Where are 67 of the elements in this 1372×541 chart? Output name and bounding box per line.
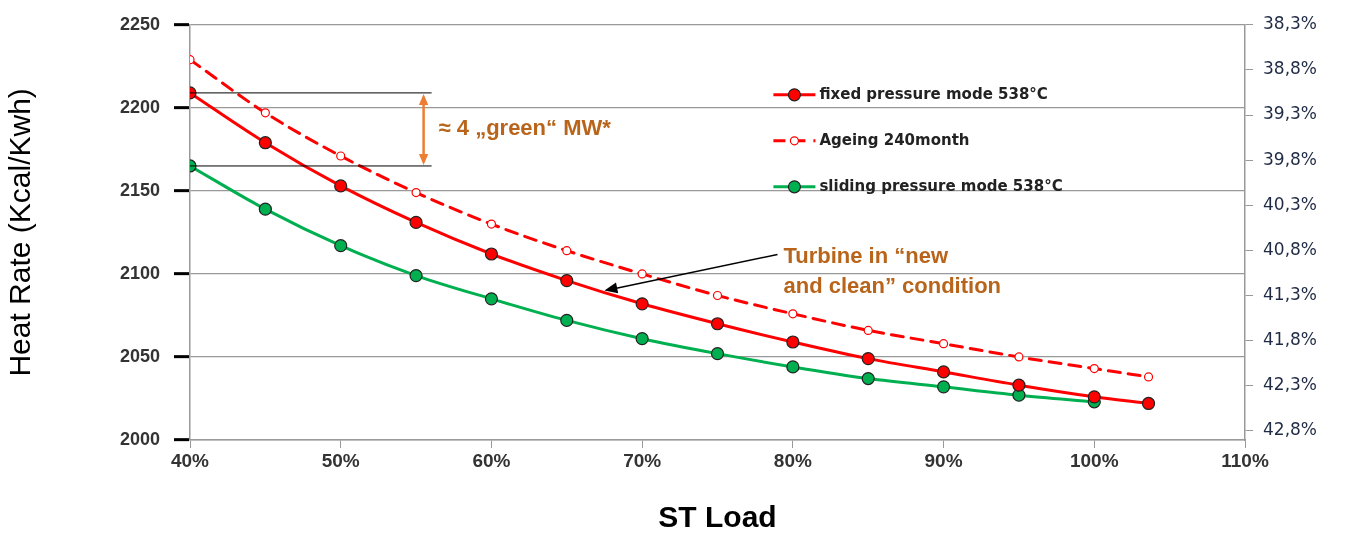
point — [635, 297, 649, 311]
point — [334, 179, 348, 193]
point — [562, 246, 572, 256]
x-tick-label: 80% — [773, 449, 812, 471]
point — [1014, 352, 1024, 362]
x-tick-label: 110% — [1221, 449, 1269, 471]
y2-tick-label: 39,8% — [1263, 148, 1318, 169]
x-tick-label: 90% — [924, 449, 963, 471]
point — [861, 371, 875, 386]
point — [486, 219, 497, 229]
x-axis-title: ST Load — [658, 500, 777, 534]
point — [411, 187, 421, 198]
point — [1089, 363, 1099, 374]
point — [863, 325, 873, 335]
point — [1087, 390, 1101, 404]
y-tick-label: 2100 — [119, 262, 160, 283]
point — [786, 335, 800, 349]
y2-tick-label: 40,8% — [1263, 238, 1318, 259]
ref-line-label: ≈ 4 „green“ MW* — [438, 115, 612, 141]
x-tick-label: 100% — [1069, 449, 1119, 471]
y2-tick-label: 42,8% — [1263, 419, 1318, 440]
legend-label: fixed pressure mode 538°C — [819, 84, 1048, 103]
point — [712, 290, 723, 301]
y2-tick-label: 40,3% — [1263, 193, 1318, 214]
point — [1143, 372, 1154, 382]
point — [936, 365, 951, 379]
y-tick-label: 2200 — [119, 96, 160, 117]
point — [258, 202, 272, 216]
x-tick-label: 50% — [321, 449, 360, 471]
legend-label: Ageing 240month — [819, 130, 970, 149]
point — [560, 273, 574, 288]
point — [334, 239, 348, 253]
x-tick-label: 70% — [623, 449, 662, 471]
x-tick-label: 40% — [170, 449, 210, 471]
point — [786, 360, 800, 374]
point — [938, 339, 949, 349]
y-tick-label: 2000 — [119, 428, 160, 449]
point — [484, 247, 499, 261]
point — [336, 151, 346, 161]
point — [637, 269, 647, 279]
point — [484, 292, 499, 306]
y-axis-title: Heat Rate (Kcal/Kwh) — [3, 88, 37, 377]
annotation: Turbine in “new and clean” condition — [783, 242, 1002, 298]
y2-tick-label: 41,3% — [1263, 284, 1318, 304]
point — [409, 215, 423, 230]
y-tick-label: 2050 — [119, 345, 160, 366]
point — [409, 268, 423, 283]
point — [710, 347, 725, 361]
point — [560, 313, 574, 328]
point — [861, 352, 875, 366]
legend-label: sliding pressure mode 538°C — [819, 176, 1063, 195]
y2-tick-label: 42,3% — [1263, 374, 1318, 395]
point — [936, 380, 951, 394]
y2-tick-label: 39,3% — [1263, 103, 1318, 124]
y-tick-label: 2150 — [119, 179, 160, 200]
y2-tick-label: 38,8% — [1263, 58, 1318, 79]
point — [258, 136, 272, 150]
point — [1012, 378, 1026, 392]
y-tick-label: 2250 — [119, 13, 160, 34]
x-tick-label: 60% — [472, 449, 511, 471]
point — [635, 332, 649, 346]
point — [710, 317, 725, 331]
point — [260, 108, 270, 118]
y2-tick-label: 38,3% — [1263, 13, 1318, 34]
y2-tick-label: 41,8% — [1263, 329, 1318, 350]
point — [788, 309, 798, 319]
point — [1141, 396, 1156, 411]
